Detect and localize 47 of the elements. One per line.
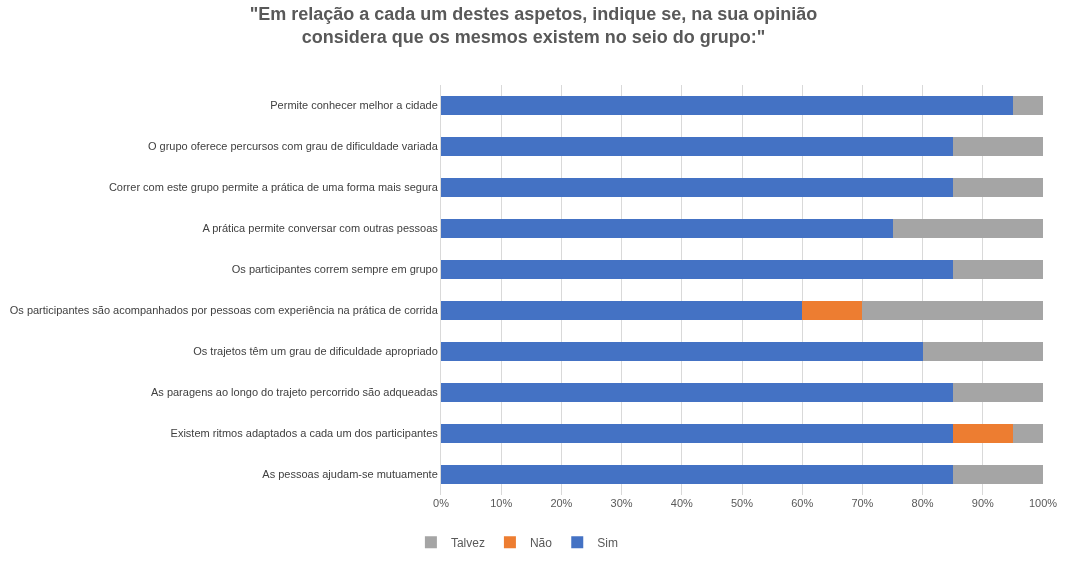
y-tick-label: As paragens ao longo do trajeto percorrido são adqueadas bbox=[150, 386, 439, 399]
y-tick-label: O grupo oferece percursos com grau de dificuldade variada bbox=[147, 140, 439, 153]
x-tick-label: 60% bbox=[791, 497, 814, 509]
bar bbox=[441, 301, 803, 320]
x-tick-label: 90% bbox=[971, 497, 995, 509]
bar bbox=[952, 383, 1043, 402]
bar bbox=[862, 301, 1043, 320]
x-tick-label: 0% bbox=[433, 497, 450, 509]
y-tick-label: Existem ritmos adaptados a cada um dos participantes bbox=[170, 427, 439, 440]
x-tick-label: 100% bbox=[1028, 497, 1058, 509]
bar bbox=[952, 260, 1043, 279]
bar bbox=[441, 424, 953, 443]
bar bbox=[441, 178, 953, 197]
bar bbox=[441, 96, 1013, 115]
bar bbox=[802, 301, 863, 320]
bar bbox=[922, 342, 1043, 361]
y-tick-label: Correr com este grupo permite a prática de uma forma mais segura bbox=[108, 181, 439, 194]
y-tick-label: A prática permite conversar com outras pessoas bbox=[202, 222, 439, 235]
x-tick-label: 70% bbox=[851, 497, 874, 509]
bar bbox=[952, 137, 1043, 156]
y-tick-label: As pessoas ajudam-se mutuamente bbox=[262, 468, 438, 481]
bar bbox=[441, 342, 923, 361]
x-tick-label: 50% bbox=[730, 497, 754, 509]
bar bbox=[441, 137, 953, 156]
bar bbox=[1012, 96, 1043, 115]
legend-label: Sim bbox=[597, 535, 618, 550]
y-tick-label: Os participantes são acompanhados por pessoas com experiência na prática de corrida bbox=[9, 304, 439, 317]
legend-label: Talvez bbox=[450, 535, 485, 550]
legend-label: Não bbox=[529, 535, 553, 550]
bar bbox=[952, 465, 1043, 484]
y-tick-label: Os participantes correm sempre em grupo bbox=[231, 263, 438, 276]
x-tick-label: 10% bbox=[490, 497, 513, 509]
bar bbox=[1012, 424, 1043, 443]
x-tick-label: 80% bbox=[911, 497, 934, 509]
bar bbox=[952, 424, 1013, 443]
x-tick-label: 40% bbox=[670, 497, 694, 509]
bar bbox=[952, 178, 1043, 197]
y-tick-label: Permite conhecer melhor a cidade bbox=[270, 99, 438, 112]
chart-title: "Em relação a cada um destes aspetos, indique se, na sua opinião considera que os mesmos existem no seio do grupo:" bbox=[249, 3, 818, 48]
bar bbox=[441, 260, 953, 279]
x-tick-label: 20% bbox=[550, 497, 573, 509]
bar bbox=[892, 219, 1043, 238]
y-tick-label: Os trajetos têm um grau de dificuldade apropriado bbox=[193, 345, 438, 358]
bar bbox=[441, 383, 953, 402]
x-tick-label: 30% bbox=[610, 497, 633, 509]
bar bbox=[441, 465, 953, 484]
bar bbox=[441, 219, 893, 238]
